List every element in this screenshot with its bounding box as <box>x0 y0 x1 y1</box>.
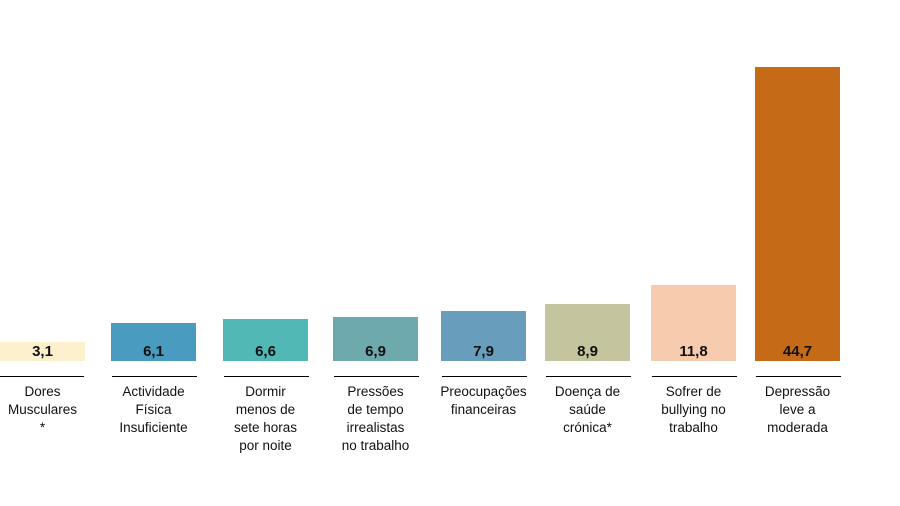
category-label: Pressões de tempo irrealistas no trabalho <box>323 383 428 455</box>
category-label-line: crónica* <box>563 420 612 435</box>
category-label-line: financeiras <box>450 402 517 417</box>
data-label: 11,8 <box>679 342 708 360</box>
bar: 6,9 <box>333 317 418 361</box>
bar: 7,9 <box>441 310 526 361</box>
category-label-line: Física <box>135 402 172 417</box>
category-label-line: por noite <box>239 438 292 453</box>
category-label: Dores Musculares * <box>0 383 95 437</box>
bar: 11,8 <box>651 284 736 361</box>
bar: 6,1 <box>111 322 196 361</box>
category-label-line: Sofrer de <box>665 384 722 399</box>
category-divider <box>652 376 737 377</box>
category-divider <box>0 376 84 377</box>
bar: 44,7 <box>755 67 840 361</box>
category-label: Actividade Física Insuficiente <box>101 383 206 437</box>
category-divider <box>334 376 419 377</box>
category-label-line: trabalho <box>669 420 718 435</box>
data-label: 3,1 <box>32 342 53 360</box>
category-label-line: bullying no <box>661 402 726 417</box>
category-label-line: menos de <box>235 402 296 417</box>
category-label-line: irrealistas <box>346 420 405 435</box>
category-divider <box>112 376 197 377</box>
category-label: Dormir menos de sete horas por noite <box>213 383 318 455</box>
category-label-line: saúde <box>569 402 606 417</box>
data-label: 8,9 <box>577 342 598 360</box>
category-label-line: Musculares <box>7 402 78 417</box>
category-label-line: moderada <box>767 420 828 435</box>
category-label-line: * <box>39 420 46 435</box>
category-label-line: sete horas <box>233 420 298 435</box>
category-label-line: Doença de <box>554 384 621 399</box>
data-label: 6,6 <box>255 342 276 360</box>
bar: 3,1 <box>0 342 85 361</box>
category-divider <box>224 376 309 377</box>
category-label: Depressão leve a moderada <box>745 383 850 437</box>
category-label: Doença de saúde crónica* <box>535 383 640 437</box>
category-label: Sofrer de bullying no trabalho <box>641 383 746 437</box>
category-label-line: Insuficiente <box>119 420 188 435</box>
category-divider <box>546 376 631 377</box>
category-label-line: Actividade <box>122 384 185 399</box>
category-label: Preocupações financeiras <box>431 383 536 419</box>
category-label-line: Pressões <box>347 384 404 399</box>
category-label-line: Dores <box>24 384 61 399</box>
category-label-line: leve a <box>779 402 816 417</box>
category-label-line: de tempo <box>347 402 404 417</box>
bar: 6,6 <box>223 319 308 361</box>
category-label-line: Depressão <box>764 384 831 399</box>
category-label-line: Preocupações <box>440 384 527 399</box>
data-label: 6,1 <box>143 342 164 360</box>
category-label-line: Dormir <box>245 384 286 399</box>
data-label: 44,7 <box>782 342 813 360</box>
data-label: 6,9 <box>365 342 386 360</box>
bar: 8,9 <box>545 304 630 361</box>
category-divider <box>442 376 527 377</box>
category-divider <box>756 376 841 377</box>
data-label: 7,9 <box>473 342 494 360</box>
category-label-line: no trabalho <box>341 438 410 453</box>
